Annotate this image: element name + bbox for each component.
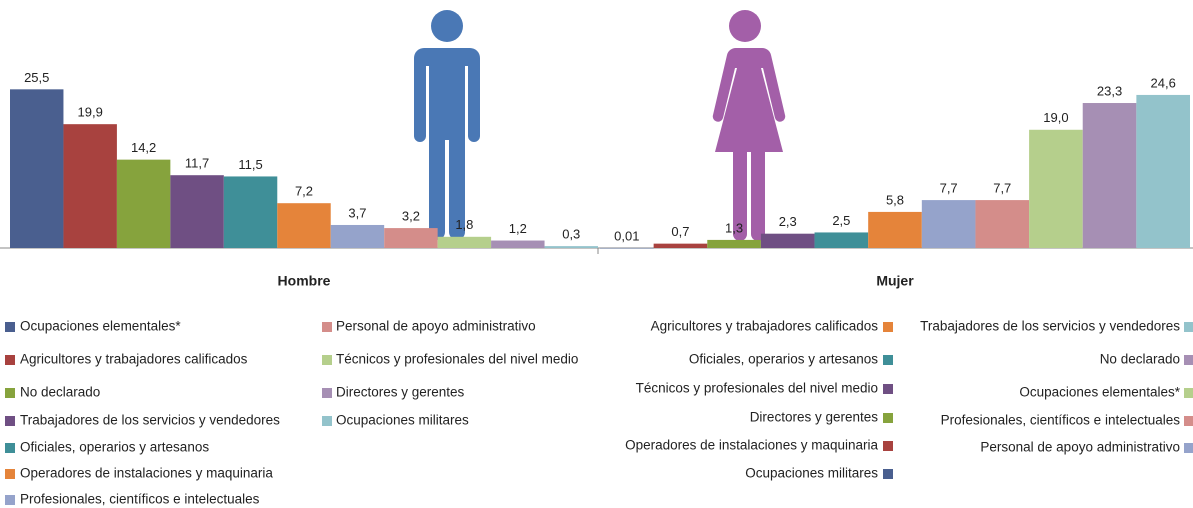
legend-swatch bbox=[5, 355, 15, 365]
legend-label: Agricultores y trabajadores calificados bbox=[651, 319, 879, 334]
legend-label: Oficiales, operarios y artesanos bbox=[20, 440, 209, 455]
bar bbox=[63, 124, 117, 248]
legend-label: Operadores de instalaciones y maquinaria bbox=[20, 466, 273, 481]
bar bbox=[600, 247, 654, 249]
bar bbox=[170, 175, 224, 248]
legend-label: Personal de apoyo administrativo bbox=[980, 440, 1180, 455]
bar bbox=[975, 200, 1030, 248]
legend-label: Operadores de instalaciones y maquinaria bbox=[625, 438, 878, 453]
value-label: 1,3 bbox=[725, 220, 743, 235]
legend-label: Directores y gerentes bbox=[336, 385, 465, 400]
legend-swatch bbox=[5, 388, 15, 398]
legend-label: Profesionales, científicos e intelectual… bbox=[941, 413, 1181, 428]
value-label: 19,0 bbox=[1043, 110, 1068, 125]
value-label: 5,8 bbox=[886, 192, 904, 207]
value-label: 0,7 bbox=[671, 224, 689, 239]
legend-label: Ocupaciones elementales* bbox=[20, 319, 181, 334]
bar bbox=[707, 239, 761, 248]
bar bbox=[544, 246, 598, 248]
legend-swatch bbox=[1184, 443, 1193, 453]
value-label: 24,6 bbox=[1151, 75, 1176, 90]
legend-swatch bbox=[322, 355, 332, 365]
legend-swatch bbox=[883, 413, 893, 423]
legend-swatch bbox=[322, 388, 332, 398]
bar bbox=[10, 89, 64, 248]
man-icon bbox=[414, 10, 480, 240]
legend-swatch bbox=[1184, 355, 1193, 365]
legend-label: Ocupaciones elementales* bbox=[1019, 385, 1180, 400]
legend-label: Técnicos y profesionales del nivel medio bbox=[336, 352, 578, 367]
bar bbox=[1029, 129, 1083, 248]
value-label: 1,8 bbox=[455, 217, 473, 232]
bar bbox=[1136, 94, 1190, 248]
value-label: 7,7 bbox=[940, 181, 958, 196]
value-label: 2,3 bbox=[779, 214, 797, 229]
legend-swatch bbox=[5, 469, 15, 479]
legend-swatch bbox=[883, 355, 893, 365]
value-label: 3,7 bbox=[348, 205, 366, 220]
value-label: 3,2 bbox=[402, 209, 420, 224]
legend-label: No declarado bbox=[20, 385, 100, 400]
legend-swatch bbox=[883, 322, 893, 332]
legend-label: Agricultores y trabajadores calificados bbox=[20, 352, 248, 367]
value-label: 23,3 bbox=[1097, 83, 1122, 98]
legend-label: Oficiales, operarios y artesanos bbox=[689, 352, 878, 367]
legend-swatch bbox=[5, 443, 15, 453]
bar bbox=[814, 232, 869, 248]
legend-label: Ocupaciones militares bbox=[336, 413, 469, 428]
legend-swatch bbox=[322, 416, 332, 426]
legend-swatch bbox=[5, 416, 15, 426]
value-label: 7,7 bbox=[993, 181, 1011, 196]
value-label: 25,5 bbox=[24, 70, 49, 85]
value-label: 0,3 bbox=[562, 227, 580, 242]
legend-swatch bbox=[322, 322, 332, 332]
group-label: Mujer bbox=[876, 273, 914, 289]
legend-label: Trabajadores de los servicios y vendedor… bbox=[20, 413, 280, 428]
bar bbox=[437, 236, 492, 248]
bar bbox=[1082, 103, 1137, 249]
bar bbox=[760, 233, 815, 248]
legend-label: Trabajadores de los servicios y vendedor… bbox=[920, 319, 1180, 334]
group-label: Hombre bbox=[278, 273, 331, 289]
value-label: 11,7 bbox=[185, 156, 209, 171]
legend-label: Profesionales, científicos e intelectual… bbox=[20, 492, 260, 507]
bar bbox=[330, 224, 385, 248]
value-label: 1,2 bbox=[509, 221, 527, 236]
value-label: 11,5 bbox=[238, 157, 262, 172]
value-label: 7,2 bbox=[295, 184, 313, 199]
bar bbox=[653, 243, 708, 248]
value-label: 14,2 bbox=[131, 140, 156, 155]
legend-swatch bbox=[1184, 322, 1193, 332]
legend-swatch bbox=[883, 441, 893, 451]
value-label: 2,5 bbox=[832, 213, 850, 228]
legend-swatch bbox=[883, 469, 893, 479]
legend-label: Personal de apoyo administrativo bbox=[336, 319, 536, 334]
value-label: 0,01 bbox=[614, 228, 639, 243]
legend-label: No declarado bbox=[1100, 352, 1180, 367]
legend-swatch bbox=[5, 495, 15, 505]
legend-swatch bbox=[883, 384, 893, 394]
legend-swatch bbox=[1184, 388, 1193, 398]
bar bbox=[277, 203, 331, 248]
woman-icon bbox=[712, 10, 786, 241]
bar bbox=[223, 176, 278, 248]
bar bbox=[491, 240, 545, 248]
legend-swatch bbox=[5, 322, 15, 332]
legend-label: Ocupaciones militares bbox=[745, 466, 878, 481]
legend-label: Técnicos y profesionales del nivel medio bbox=[636, 381, 878, 396]
bar bbox=[921, 200, 976, 248]
legend-swatch bbox=[1184, 416, 1193, 426]
bar bbox=[384, 228, 438, 248]
bar bbox=[116, 159, 171, 248]
legend-label: Directores y gerentes bbox=[750, 410, 879, 425]
value-label: 19,9 bbox=[78, 105, 103, 120]
bar bbox=[868, 211, 922, 248]
